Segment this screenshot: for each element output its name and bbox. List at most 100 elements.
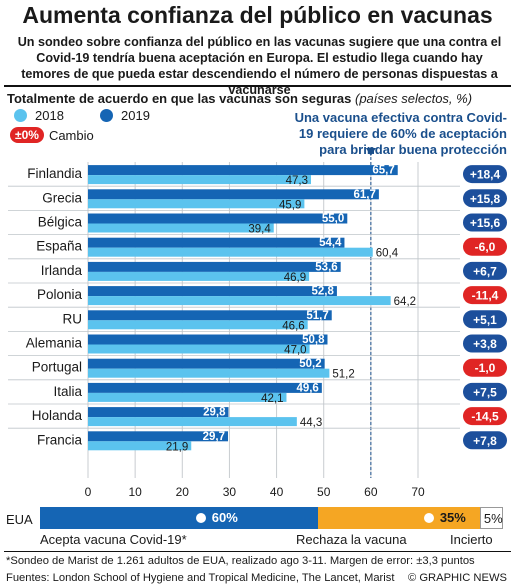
bar-2018 (88, 271, 310, 281)
change-badge (463, 407, 507, 426)
bar-2019 (88, 286, 337, 297)
bar-2019 (88, 407, 229, 418)
change-value: +6,7 (473, 264, 497, 278)
value-label-2018: 39,4 (248, 224, 271, 236)
value-label-2018: 46,6 (282, 320, 304, 332)
eua-reject-value: 35% (423, 510, 466, 525)
bar-2018 (88, 344, 310, 354)
credit: © GRAPHIC NEWS (408, 572, 507, 584)
page-title: Aumenta confianza del público en vacunas (22, 2, 493, 28)
bar-chart: 0 10 20 30 40 50 60 70 Finlandia 65,7 47,3 +18,4 Gre… (8, 148, 507, 499)
bar-2019 (88, 261, 341, 272)
bar-2019 (88, 382, 322, 393)
change-value: +15,6 (470, 216, 501, 230)
bar-2018 (88, 368, 330, 378)
legend-2018: 2018 (14, 108, 64, 123)
x-tick-label: 0 (85, 485, 92, 499)
value-label-2018: 44,3 (300, 417, 322, 429)
eua-unsure-caption: Incierto (450, 532, 493, 547)
change-badge (463, 165, 507, 184)
bar-2018 (88, 392, 287, 402)
eua-accept-caption: Acepta vacuna Covid-19* (40, 532, 187, 547)
x-tick-label: 40 (270, 485, 284, 499)
category-label: Alemania (26, 336, 83, 351)
value-label-2019: 53,6 (315, 261, 337, 273)
category-label: RU (63, 311, 83, 326)
category-label: Finlandia (27, 166, 82, 181)
legend-change: ±0% Cambio (10, 127, 94, 143)
category-label: Bélgica (38, 215, 83, 230)
eua-bar: 60% 35% 5% (40, 507, 503, 529)
change-badge (463, 286, 507, 305)
chart-title-note: (países selectos, %) (355, 91, 473, 106)
eua-accept-segment: 60% (40, 507, 318, 529)
category-label: Grecia (42, 190, 82, 205)
category-label: Portugal (32, 360, 82, 375)
value-label-2018: 45,9 (279, 199, 301, 211)
bar-2018 (88, 223, 274, 233)
bar-2018 (88, 417, 297, 427)
value-label-2018: 60,4 (376, 248, 399, 260)
change-badge (463, 261, 507, 280)
reference-arrow (365, 148, 376, 156)
change-badge (463, 334, 507, 353)
change-value: -11,4 (472, 289, 499, 303)
x-tick-label: 30 (223, 485, 237, 499)
x-tick-label: 70 (411, 485, 425, 499)
chart-title-text: Totalmente de acuerdo en que las vacunas… (7, 91, 352, 106)
sources: Fuentes: London School of Hygiene and Tr… (6, 572, 395, 584)
page-subtitle: Un sondeo sobre confianza del público en… (17, 35, 502, 97)
bar-2018 (88, 441, 192, 451)
value-label-2019: 29,8 (203, 407, 226, 419)
value-label-2018: 46,9 (284, 272, 306, 284)
change-badge (463, 189, 507, 208)
category-label: Polonia (37, 287, 83, 302)
value-label-2019: 61,7 (353, 189, 375, 201)
change-badge (463, 310, 507, 329)
change-value: -6,0 (475, 240, 496, 254)
change-badge (463, 358, 507, 377)
bar-2019 (88, 165, 398, 176)
legend-change-badge: ±0% (10, 127, 44, 143)
change-value: +15,8 (470, 192, 501, 206)
chart-title: Totalmente de acuerdo en que las vacunas… (7, 91, 472, 106)
eua-reject-segment: 35% (317, 507, 480, 529)
x-tick-label: 50 (317, 485, 331, 499)
value-label-2019: 50,8 (302, 334, 325, 346)
legend-2019-swatch (100, 109, 113, 122)
value-label-2018: 51,2 (332, 369, 354, 381)
bar-2018 (88, 296, 391, 306)
change-value: +5,1 (473, 313, 497, 327)
legend-2018-label: 2018 (35, 108, 64, 123)
value-label-2019: 49,6 (296, 382, 318, 394)
category-label: Irlanda (41, 263, 83, 278)
value-label-2019: 54,4 (319, 237, 342, 249)
legend-2019: 2019 (100, 108, 150, 123)
eua-label: EUA (6, 512, 33, 527)
bar-2018 (88, 320, 308, 330)
change-badge (463, 431, 507, 450)
category-label: Francia (37, 432, 83, 447)
value-label-2019: 50,2 (299, 358, 321, 370)
x-tick-label: 20 (176, 485, 190, 499)
value-label-2018: 21,9 (166, 441, 188, 453)
value-label-2019: 65,7 (372, 165, 394, 177)
change-value: +18,4 (470, 168, 501, 182)
bar-2019 (88, 310, 332, 321)
value-label-2018: 42,1 (261, 393, 283, 405)
value-label-2019: 51,7 (306, 310, 328, 322)
value-label-2018: 64,2 (394, 296, 416, 308)
bar-2018 (88, 175, 311, 185)
eua-unsure-value: 5% (483, 511, 503, 526)
value-label-2019: 52,8 (312, 286, 335, 298)
change-badge (463, 382, 507, 401)
category-label: Holanda (32, 408, 83, 423)
legend-2018-swatch (14, 109, 27, 122)
chart-callout: Una vacuna efectiva contra Covid-19 requ… (294, 110, 507, 157)
value-label-2018: 47,0 (284, 345, 306, 357)
footer-divider (4, 551, 511, 552)
change-value: -14,5 (471, 410, 499, 424)
bar-2019 (88, 189, 379, 200)
bar-2019 (88, 431, 229, 442)
eua-unsure-segment: 5% (479, 507, 503, 529)
